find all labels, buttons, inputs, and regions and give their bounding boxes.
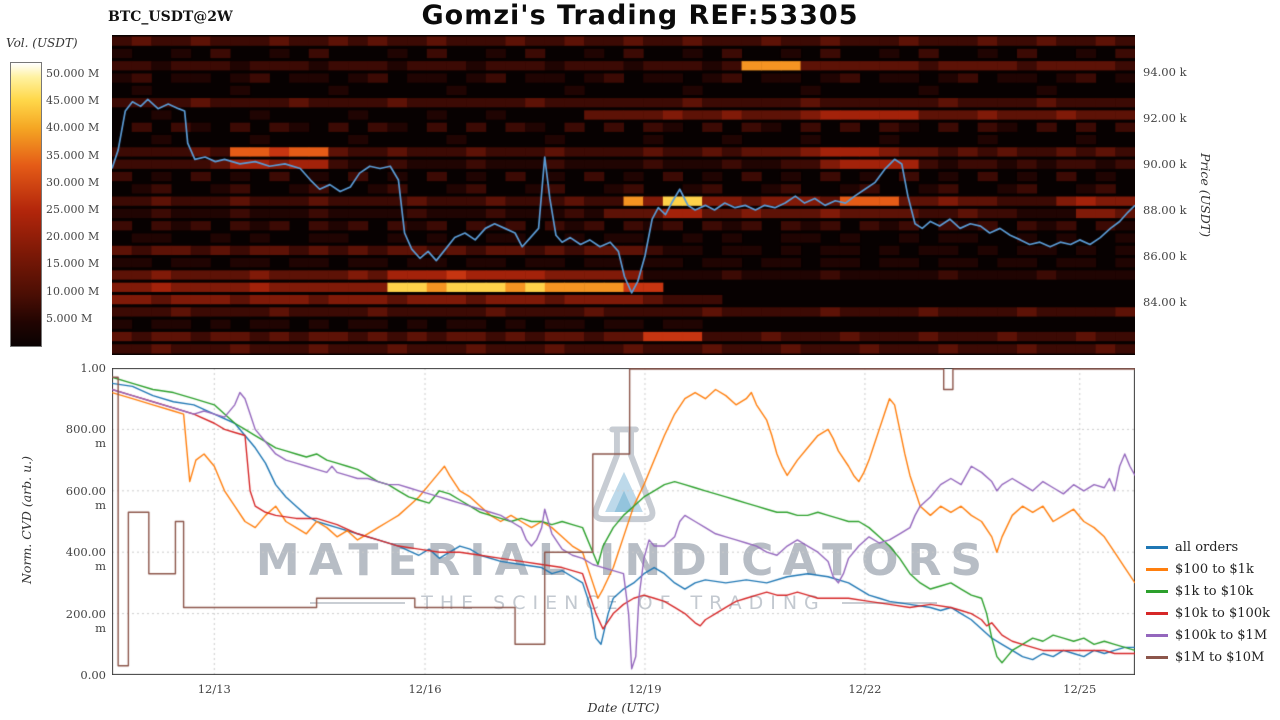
date-axis-label: Date (UTC)	[587, 700, 660, 715]
colorbar-tick-label: 25.000 M	[46, 202, 100, 216]
price-tick-label: 84.00 k	[1143, 295, 1187, 310]
cvd-tick-label: 1.00	[80, 361, 106, 375]
date-tick-label: 12/22	[848, 682, 882, 696]
cvd-chart-canvas	[112, 368, 1135, 675]
legend-item: $100k to $1M	[1146, 624, 1270, 646]
cvd-tick-label: 0.00	[80, 668, 106, 682]
legend-label: all orders	[1175, 539, 1239, 555]
legend-line-swatch	[1146, 545, 1168, 549]
colorbar-tick-label: 15.000 M	[46, 257, 100, 271]
date-tick-label: 12/19	[628, 682, 662, 696]
price-axis-label: Price (USDT)	[1198, 153, 1213, 237]
colorbar-tick-label: 35.000 M	[46, 148, 100, 162]
legend-label: $100 to $1k	[1175, 561, 1254, 577]
price-tick-label: 88.00 k	[1143, 202, 1187, 217]
date-tick-label: 12/16	[408, 682, 442, 696]
volume-colorbar	[10, 62, 42, 347]
date-tick-label: 12/25	[1063, 682, 1097, 696]
legend-label: $10k to $100k	[1175, 605, 1270, 621]
price-tick-label: 92.00 k	[1143, 110, 1187, 125]
legend: all orders $100 to $1k $1k to $10k $10k to …	[1146, 536, 1270, 668]
legend-item: $1M to $10M	[1146, 646, 1270, 668]
legend-item: $10k to $100k	[1146, 602, 1270, 624]
volume-heatmap-canvas	[112, 35, 1135, 355]
colorbar-tick-label: 20.000 M	[46, 230, 100, 244]
colorbar-tick-label: 5.000 M	[46, 311, 93, 325]
legend-line-swatch	[1146, 633, 1168, 637]
legend-item: $1k to $10k	[1146, 580, 1270, 602]
colorbar-tick-label: 50.000 M	[46, 66, 100, 80]
legend-line-swatch	[1146, 655, 1168, 659]
cvd-axis-label: Norm. CVD (arb. u.)	[19, 456, 34, 584]
colorbar-tick-label: 45.000 M	[46, 94, 100, 108]
price-tick-label: 90.00 k	[1143, 156, 1187, 171]
legend-label: $100k to $1M	[1175, 627, 1268, 643]
cvd-tick-label: 600.00 m	[65, 483, 106, 512]
colorbar-tick-label: 30.000 M	[46, 175, 100, 189]
legend-item: $100 to $1k	[1146, 558, 1270, 580]
price-tick-label: 94.00 k	[1143, 64, 1187, 79]
price-tick-label: 86.00 k	[1143, 249, 1187, 263]
legend-label: $1k to $10k	[1175, 583, 1254, 599]
colorbar-tick-label: 40.000 M	[46, 121, 100, 135]
cvd-tick-label: 800.00 m	[65, 422, 106, 451]
legend-line-swatch	[1146, 611, 1168, 615]
cvd-tick-label: 200.00 m	[65, 606, 106, 635]
symbol-timeframe-label: BTC_USDT@2W	[108, 9, 233, 25]
legend-line-swatch	[1146, 567, 1168, 571]
date-tick-label: 12/13	[197, 682, 231, 696]
legend-line-swatch	[1146, 589, 1168, 593]
page-title: Gomzi's Trading REF:53305	[421, 0, 859, 31]
colorbar-tick-label: 10.000 M	[46, 284, 100, 298]
colorbar-title: Vol. (USDT)	[6, 36, 78, 50]
legend-item: all orders	[1146, 536, 1270, 558]
legend-label: $1M to $10M	[1175, 649, 1265, 665]
cvd-tick-label: 400.00 m	[65, 545, 106, 574]
